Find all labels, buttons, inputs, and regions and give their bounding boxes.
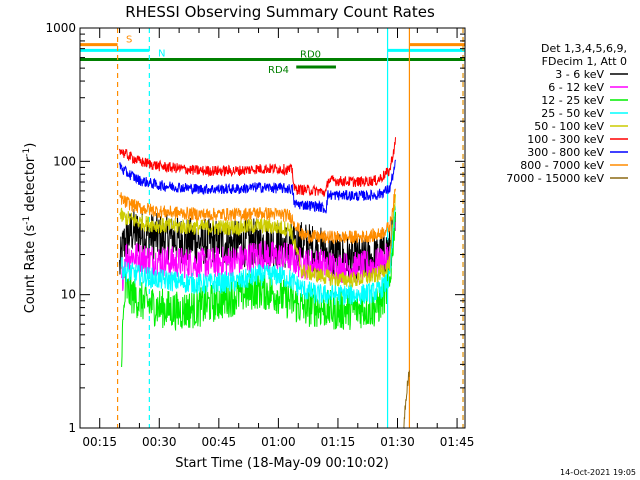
x-tick-label-00-30: 00:30 (142, 435, 177, 449)
x-tick-label-00-15: 00:15 (82, 435, 117, 449)
y-axis-label-sup2: -1 (22, 148, 32, 157)
legend-label-300-800-kev: 300 - 800 keV (527, 146, 604, 159)
y-tick-label-1000: 1000 (45, 21, 76, 35)
legend-label-25-50-kev: 25 - 50 keV (541, 107, 604, 120)
flag-label-n: N (158, 48, 165, 59)
legend-label-6-12-kev: 6 - 12 keV (548, 81, 604, 94)
legend-label-100-300-kev: 100 - 300 keV (527, 133, 604, 146)
series-line-300-800-kev (119, 159, 396, 214)
flags-layer: S N RD0 RD4 (80, 35, 465, 76)
x-tick-label-01-00: 01:00 (261, 435, 296, 449)
series-line-50-100-kev (119, 194, 396, 288)
y-tick-label-1: 1 (68, 421, 76, 435)
legend-header-1: FDecim 1, Att 0 (542, 55, 627, 68)
legend: Det 1,3,4,5,6,9,FDecim 1, Att 03 - 6 keV… (506, 42, 628, 185)
legend-label-7000-15000-kev: 7000 - 15000 keV (506, 172, 604, 185)
x-tick-label-01-45: 01:45 (440, 435, 475, 449)
x-tick-label-01-30: 01:30 (380, 435, 415, 449)
flag-label-s: S (126, 35, 132, 46)
flag-label-rd4: RD4 (268, 65, 289, 76)
y-axis-label-sup1: -1 (22, 216, 32, 225)
x-tick-label-00-45: 00:45 (202, 435, 237, 449)
x-axis-label: Start Time (18-May-09 00:10:02) (175, 456, 389, 471)
chart-title: RHESSI Observing Summary Count Rates (125, 3, 435, 21)
legend-header-0: Det 1,3,4,5,6,9, (541, 42, 627, 55)
y-axis-label-mid: detector (23, 156, 38, 216)
series-line-800-7000-kev (119, 188, 396, 244)
y-axis-label: Count Rate (s-1 detector-1) (22, 143, 38, 314)
series-line-7000-15000-kev (403, 370, 410, 429)
series-line-25-50-kev (121, 206, 396, 306)
series-layer (119, 137, 410, 429)
vlines-layer (116, 28, 464, 428)
plot-frame (79, 27, 466, 429)
series-line-100-300-kev (119, 137, 396, 197)
legend-label-3-6-kev: 3 - 6 keV (555, 68, 604, 81)
legend-label-50-100-kev: 50 - 100 keV (534, 120, 604, 133)
x-axis: 00:15 00:30 00:45 01:00 01:15 01:30 01:45 (82, 28, 474, 449)
series-line-12-25-kev (121, 211, 396, 368)
y-axis: 1 10 100 1000 (45, 21, 465, 435)
x-tick-label-01-15: 01:15 (321, 435, 356, 449)
y-tick-label-100: 100 (53, 154, 76, 168)
footer-timestamp: 14-Oct-2021 19:05 (560, 468, 636, 477)
y-axis-label-main: Count Rate (s (23, 225, 38, 314)
legend-label-800-7000-kev: 800 - 7000 keV (520, 159, 604, 172)
y-axis-label-end: ) (23, 143, 38, 148)
flag-label-rd0: RD0 (300, 50, 321, 61)
legend-label-12-25-kev: 12 - 25 keV (541, 94, 604, 107)
y-tick-label-10: 10 (61, 288, 76, 302)
